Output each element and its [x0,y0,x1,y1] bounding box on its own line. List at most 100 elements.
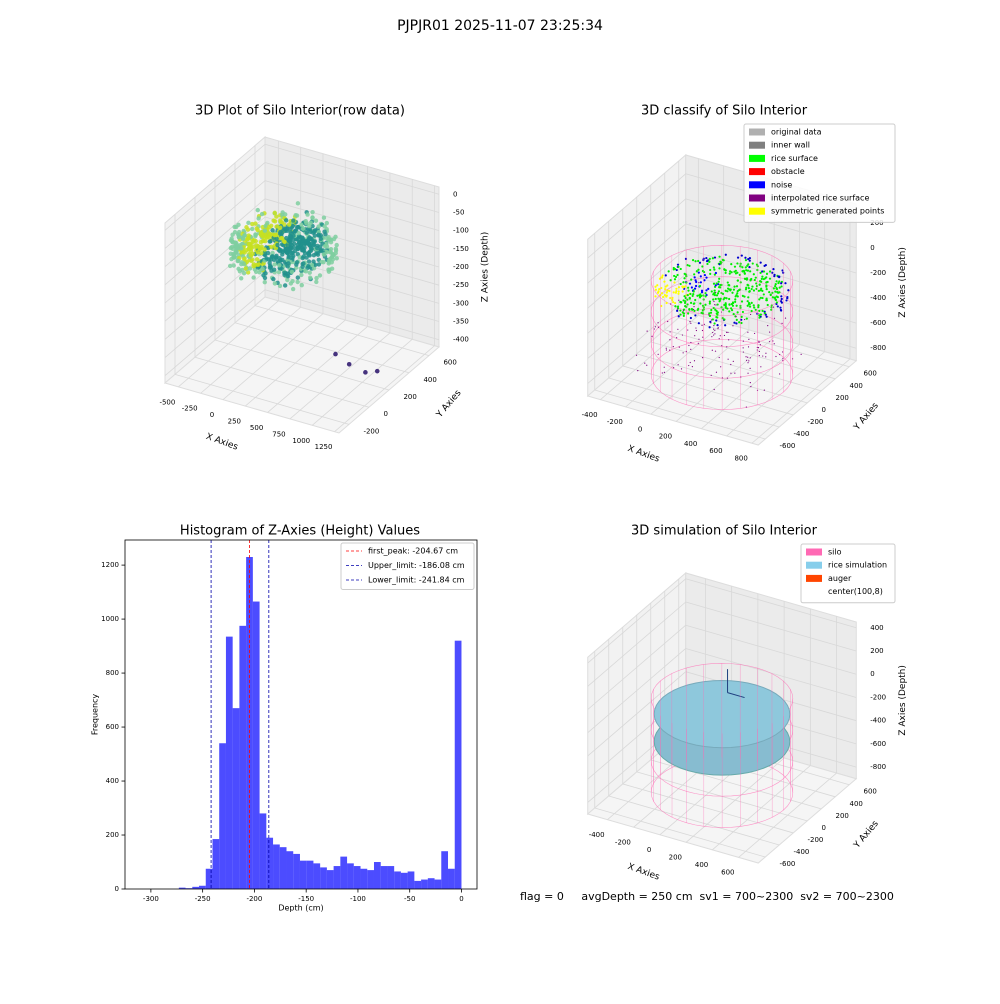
decoration [231,251,236,257]
decoration [714,304,716,306]
decoration [251,264,256,269]
decoration [673,281,676,284]
status-footer: flag = 0 avgDepth = 250 cm sv1 = 700~230… [520,890,894,903]
decoration [346,362,352,367]
decoration [765,299,768,302]
grid-line [264,180,440,232]
grid-line [264,162,440,213]
decoration [688,297,691,300]
decoration [682,310,684,312]
decoration [246,220,251,226]
y-tick-label: 200 [106,831,119,839]
decoration [300,235,305,240]
z-tick-label: -150 [453,245,469,253]
decoration [749,270,752,273]
y-tick-label: 600 [863,788,876,796]
decoration [746,300,749,303]
x-tick-label: -200 [246,895,262,903]
decoration [276,269,282,275]
decoration [759,296,762,299]
decoration [768,291,771,294]
decoration [775,301,778,304]
decoration [708,260,711,263]
grid-line [587,173,687,259]
decoration [773,296,777,299]
decoration [673,274,676,278]
decoration [773,274,776,278]
decoration [697,259,700,263]
decoration [267,225,272,230]
legend-label: auger [828,574,852,583]
legend-box [743,123,896,223]
decoration [294,213,300,218]
decoration [698,261,702,264]
decoration [742,347,744,349]
decoration [710,308,713,312]
decoration [705,256,708,260]
decoration [705,260,709,263]
decoration [713,322,716,325]
decoration [661,274,664,277]
decoration [659,294,662,297]
decoration [748,290,751,293]
decoration [295,201,301,206]
plot-frame [124,539,478,890]
histogram-bar [286,851,294,889]
decoration [761,309,764,313]
decoration [738,288,741,292]
decoration [256,262,261,267]
decoration [363,370,368,375]
decoration [250,226,255,232]
decoration [310,223,315,229]
decoration [707,287,710,291]
grid-line [685,273,857,324]
decoration [689,292,692,296]
decoration [283,218,289,223]
decoration [720,306,723,309]
decoration [661,295,665,299]
decoration [762,293,765,296]
decoration [739,262,742,265]
x-tick-label: -50 [404,895,415,903]
decoration [656,284,659,287]
decoration [760,280,763,283]
decoration [675,268,678,272]
decoration [727,331,729,334]
decoration [241,261,247,267]
decoration [664,288,667,291]
x-tick-label: -150 [298,895,314,903]
decoration [664,285,667,288]
decoration [742,351,744,353]
decoration [744,318,746,321]
decoration [758,283,761,286]
x-tick-label: 1000 [292,437,310,445]
decoration [739,304,742,308]
decoration [284,235,289,241]
decoration [732,360,734,362]
decoration [728,272,731,275]
decoration [248,253,253,258]
grid-line [685,624,857,675]
decoration [272,219,278,224]
decoration [767,325,769,327]
grid-line [164,271,266,358]
decoration [287,252,292,258]
decoration [257,246,262,251]
decoration [289,269,295,274]
y-tick-label: 200 [835,812,848,820]
decoration [262,247,267,252]
z-tick-label: -300 [453,299,469,307]
decoration [275,242,280,248]
decoration [728,303,731,306]
decoration [719,262,723,265]
histogram-bar [373,862,381,889]
decoration [712,298,715,301]
decoration [723,334,726,337]
grid-line [194,356,370,408]
decoration [747,372,749,374]
decoration [668,289,671,293]
decoration [236,229,242,235]
grid-line [594,807,766,858]
decoration [291,230,297,235]
